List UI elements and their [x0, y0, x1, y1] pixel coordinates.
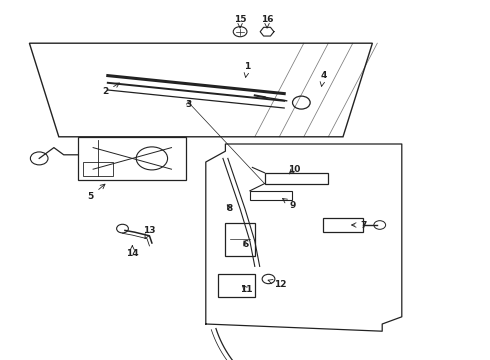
Text: 9: 9	[283, 198, 295, 210]
Text: 15: 15	[234, 15, 246, 28]
Text: 14: 14	[126, 246, 139, 258]
Text: 1: 1	[244, 62, 250, 77]
Text: 6: 6	[243, 240, 249, 249]
Text: 16: 16	[261, 15, 273, 28]
Text: 2: 2	[102, 83, 120, 96]
Text: 13: 13	[143, 226, 156, 239]
Text: 4: 4	[320, 71, 327, 86]
Text: 12: 12	[268, 279, 287, 289]
Text: 8: 8	[226, 204, 233, 213]
Text: 7: 7	[352, 220, 367, 230]
Text: 5: 5	[88, 184, 105, 201]
Text: 3: 3	[186, 100, 192, 109]
Text: 11: 11	[240, 285, 253, 294]
Text: 10: 10	[288, 165, 300, 174]
